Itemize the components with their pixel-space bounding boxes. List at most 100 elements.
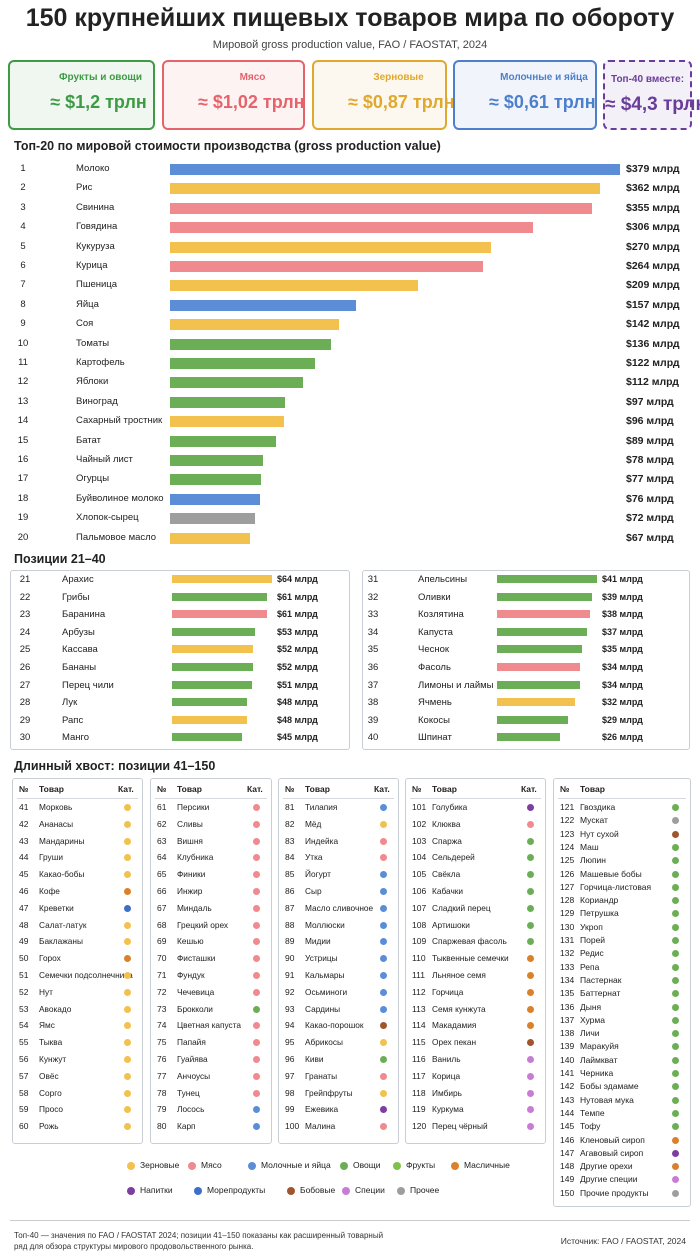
- section-title: Позиции 21–40: [14, 552, 106, 566]
- category-dot: [672, 1096, 679, 1104]
- item-name: Горох: [39, 953, 61, 964]
- item-name: Апельсины: [418, 574, 468, 585]
- item-number: 146: [560, 1134, 575, 1145]
- rank: 5: [20, 240, 26, 252]
- item-name: Какао-порошок: [305, 1020, 364, 1031]
- item-number: 84: [285, 852, 295, 863]
- item-number: 56: [19, 1054, 29, 1064]
- category-dot: [124, 1106, 131, 1114]
- value-label: $67 млрд: [626, 531, 674, 544]
- category-dot: [380, 904, 387, 912]
- item-name: Инжир: [177, 886, 203, 896]
- item-number: 73: [157, 1003, 167, 1014]
- item-number: 51: [19, 970, 29, 980]
- item-number: 109: [412, 936, 427, 947]
- item-number: 97: [285, 1070, 295, 1081]
- bar: [170, 377, 303, 389]
- item-name: Имбирь: [432, 1087, 462, 1098]
- category-dot: [124, 1072, 131, 1080]
- rank: 27: [19, 679, 31, 691]
- item-number: 147: [560, 1147, 575, 1158]
- item-number: 86: [285, 886, 295, 896]
- category-dot: [124, 837, 131, 845]
- item-number: 104: [412, 852, 427, 863]
- legend-label: Молочные и яйца: [261, 1160, 331, 1170]
- item-name: Креветки: [39, 902, 74, 913]
- rank: 4: [20, 221, 26, 233]
- value-label: $29 млрд: [602, 714, 643, 725]
- item-name: Ваниль: [432, 1054, 461, 1064]
- rank: 35: [367, 644, 379, 656]
- value-label: $38 млрд: [602, 609, 643, 620]
- bar: [172, 698, 247, 707]
- item-number: 60: [19, 1121, 29, 1132]
- item-name: Семя кунжута: [432, 1003, 486, 1014]
- category-dot: [527, 871, 534, 879]
- item-name: Лосось: [177, 1104, 205, 1115]
- value-label: $362 млрд: [626, 182, 680, 195]
- item-number: 59: [19, 1104, 29, 1115]
- category-dot: [527, 1022, 534, 1030]
- column-header: №: [157, 784, 167, 794]
- item-name: Шпинат: [418, 732, 452, 744]
- item-name: Голубика: [432, 802, 468, 812]
- summary-card: Мясо ≈ $1,02 трлн: [162, 60, 305, 130]
- item-name: Капуста: [418, 626, 453, 638]
- item-name: Овёс: [39, 1070, 59, 1081]
- item-name: Темпе: [580, 1107, 605, 1118]
- item-number: 105: [412, 869, 427, 880]
- bar: [172, 663, 254, 671]
- rank: 37: [367, 679, 379, 691]
- bar: [170, 222, 534, 234]
- item-name: Макадамия: [432, 1020, 477, 1031]
- category-dot: [527, 955, 534, 963]
- value-label: $51 млрд: [277, 679, 318, 690]
- item-name: Ананасы: [39, 818, 74, 829]
- item-number: 79: [157, 1104, 167, 1115]
- value-label: $76 млрд: [626, 492, 674, 505]
- value-label: $136 млрд: [626, 337, 680, 350]
- category-dot: [527, 1123, 534, 1131]
- item-name: Абрикосы: [305, 1037, 343, 1048]
- bar: [497, 575, 597, 583]
- header-rule: [410, 798, 541, 799]
- legend-dot: [287, 1187, 295, 1195]
- item-name: Кориандр: [580, 895, 619, 906]
- bar: [497, 645, 583, 654]
- item-name: Мандарины: [39, 835, 85, 846]
- panel: [10, 570, 350, 750]
- item-number: 47: [19, 902, 29, 913]
- category-dot: [253, 871, 260, 879]
- legend-label: Масличные: [464, 1160, 510, 1170]
- item-number: 120: [412, 1121, 427, 1132]
- category-dot: [124, 820, 131, 828]
- item-number: 62: [157, 818, 167, 829]
- item-name: Корица: [432, 1070, 461, 1081]
- item-name: Порей: [580, 935, 606, 945]
- item-name: Пшеница: [76, 279, 118, 291]
- value-label: $122 млрд: [626, 357, 680, 369]
- item-number: 64: [157, 852, 167, 863]
- legend-dot: [451, 1162, 459, 1170]
- item-number: 115: [412, 1037, 426, 1048]
- item-name: Сладкий перец: [432, 902, 491, 913]
- rank: 40: [367, 732, 379, 744]
- item-name: Яблоки: [76, 376, 109, 388]
- item-name: Индейка: [305, 835, 339, 846]
- item-number: 118: [412, 1087, 426, 1098]
- category-dot: [253, 988, 260, 996]
- item-name: Огурцы: [76, 473, 110, 485]
- category-dot: [124, 972, 131, 979]
- rank: 20: [17, 531, 29, 543]
- category-dot: [672, 830, 679, 838]
- legend-dot: [340, 1162, 348, 1170]
- category-dot: [527, 854, 534, 862]
- column-header: Кат.: [374, 784, 390, 794]
- bar: [170, 455, 263, 466]
- category-dot: [253, 837, 260, 845]
- rank: 8: [20, 298, 26, 310]
- item-name: Финики: [177, 869, 206, 880]
- value-label: $270 млрд: [626, 240, 680, 253]
- legend-dot: [188, 1162, 196, 1170]
- item-number: 121: [560, 802, 575, 812]
